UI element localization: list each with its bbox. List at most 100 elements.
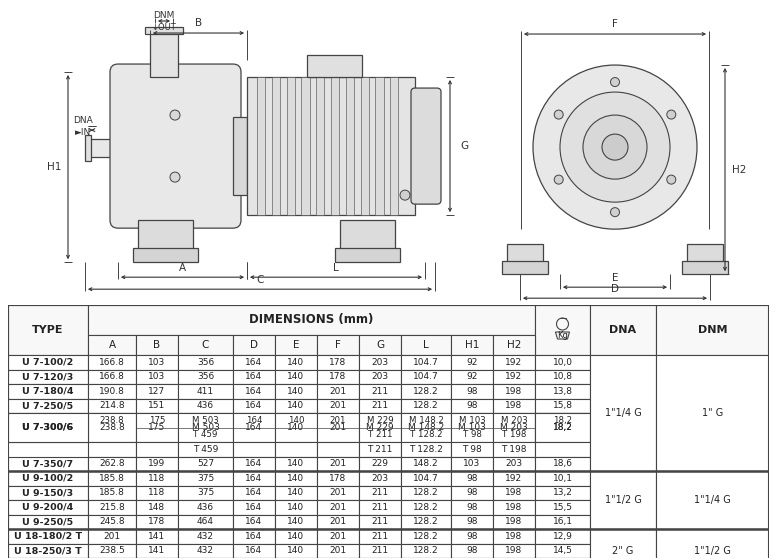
- Bar: [8, 471, 88, 486]
- Bar: [317, 558, 359, 560]
- Text: 164: 164: [246, 402, 263, 410]
- Text: DNA: DNA: [609, 325, 636, 335]
- Bar: [535, 500, 590, 515]
- Text: 262.8: 262.8: [99, 459, 125, 468]
- Bar: [535, 413, 590, 442]
- Text: 164: 164: [246, 459, 263, 468]
- Bar: [493, 399, 535, 413]
- Text: 432: 432: [197, 546, 214, 556]
- Circle shape: [583, 115, 647, 179]
- Text: U 9-200/4: U 9-200/4: [23, 503, 74, 512]
- Text: 164: 164: [246, 488, 263, 497]
- Text: 140: 140: [287, 416, 305, 424]
- Bar: [359, 558, 401, 560]
- Text: 201: 201: [329, 546, 347, 556]
- Text: DIMENSIONS (mm): DIMENSIONS (mm): [249, 314, 374, 326]
- Text: M 503: M 503: [192, 423, 219, 432]
- Bar: [451, 335, 493, 355]
- Bar: [136, 515, 178, 529]
- Bar: [88, 558, 136, 560]
- Bar: [590, 355, 656, 471]
- Text: 178: 178: [329, 372, 347, 381]
- Text: 201: 201: [329, 423, 347, 432]
- Text: 1" G: 1" G: [702, 408, 723, 418]
- Text: 229: 229: [371, 459, 388, 468]
- Bar: [451, 529, 493, 544]
- Text: E: E: [293, 340, 299, 350]
- Bar: [359, 355, 401, 370]
- Bar: [287, 77, 294, 215]
- Bar: [359, 413, 401, 442]
- Text: 198: 198: [505, 532, 523, 541]
- Bar: [233, 384, 275, 399]
- Text: 13,8: 13,8: [552, 387, 573, 396]
- Circle shape: [602, 134, 628, 160]
- Text: 356: 356: [197, 358, 214, 367]
- Text: A: A: [179, 263, 186, 273]
- Bar: [307, 55, 362, 77]
- Text: 211: 211: [371, 517, 388, 526]
- Bar: [317, 486, 359, 500]
- Bar: [682, 261, 728, 274]
- Text: M 148.2: M 148.2: [408, 423, 444, 432]
- Bar: [401, 370, 451, 384]
- Bar: [359, 529, 401, 544]
- Bar: [233, 515, 275, 529]
- Text: 238.5: 238.5: [99, 546, 125, 556]
- Circle shape: [611, 77, 619, 87]
- Bar: [233, 486, 275, 500]
- Text: 436: 436: [197, 503, 214, 512]
- Text: T 128.2: T 128.2: [409, 430, 442, 439]
- Text: DNA: DNA: [73, 115, 93, 124]
- Text: T 128.2: T 128.2: [409, 445, 443, 454]
- Text: 10,8: 10,8: [552, 372, 573, 381]
- Bar: [451, 355, 493, 370]
- Text: 140: 140: [287, 402, 305, 410]
- Bar: [178, 558, 233, 560]
- Bar: [178, 486, 233, 500]
- Bar: [535, 515, 590, 529]
- Text: U 9-250/5: U 9-250/5: [23, 517, 74, 526]
- Bar: [178, 413, 233, 442]
- Bar: [275, 529, 317, 544]
- FancyBboxPatch shape: [110, 64, 241, 228]
- Text: 18,2: 18,2: [552, 423, 573, 432]
- Text: 164: 164: [246, 416, 263, 424]
- Bar: [8, 544, 88, 558]
- Bar: [233, 544, 275, 558]
- Text: 140: 140: [287, 488, 305, 497]
- Text: 432: 432: [197, 532, 214, 541]
- Bar: [88, 544, 136, 558]
- Text: H1: H1: [465, 340, 479, 350]
- Text: 166.8: 166.8: [99, 372, 125, 381]
- Text: 211: 211: [371, 503, 388, 512]
- Bar: [451, 486, 493, 500]
- Text: T 459: T 459: [193, 445, 218, 454]
- Text: 15,5: 15,5: [552, 503, 573, 512]
- Text: 128.2: 128.2: [413, 402, 439, 410]
- Text: 98: 98: [466, 517, 478, 526]
- Bar: [535, 399, 590, 413]
- Text: 198: 198: [505, 488, 523, 497]
- Text: 175: 175: [148, 416, 166, 424]
- Text: U 7-120/3: U 7-120/3: [23, 372, 74, 381]
- Bar: [233, 442, 275, 456]
- Text: 201: 201: [103, 532, 120, 541]
- Text: 128.2: 128.2: [413, 532, 439, 541]
- Bar: [275, 456, 317, 471]
- Bar: [8, 399, 88, 413]
- Bar: [275, 355, 317, 370]
- Bar: [535, 456, 590, 471]
- Bar: [535, 413, 590, 442]
- Circle shape: [667, 110, 676, 119]
- Text: DNM: DNM: [153, 11, 175, 20]
- Text: 375: 375: [197, 474, 214, 483]
- Bar: [136, 471, 178, 486]
- Bar: [493, 500, 535, 515]
- Text: T 211: T 211: [368, 430, 392, 439]
- Text: 1"1/4 G: 1"1/4 G: [694, 495, 731, 505]
- Text: 92: 92: [466, 358, 478, 367]
- Circle shape: [554, 110, 563, 119]
- Bar: [390, 77, 399, 215]
- Bar: [359, 471, 401, 486]
